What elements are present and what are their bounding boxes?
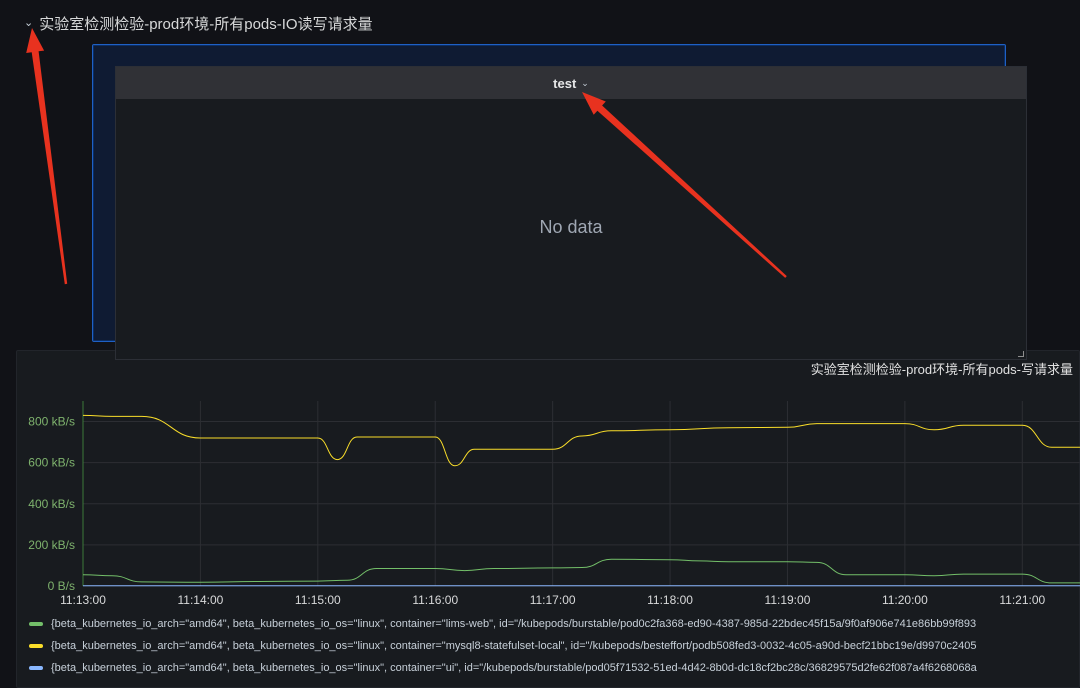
dashboard-row-header[interactable]: ⌄ 实验室检测检验-prod环境-所有pods-IO读写请求量: [24, 12, 373, 34]
x-tick-label: 11:18:00: [647, 593, 693, 607]
panel-title[interactable]: test: [553, 75, 577, 91]
chevron-down-icon[interactable]: ⌄: [24, 16, 34, 29]
series-line: [82, 558, 1080, 584]
x-tick-label: 11:21:00: [999, 593, 1045, 607]
y-tick-label: 800 kB/s: [28, 415, 75, 429]
no-data-message: No data: [539, 217, 603, 237]
resize-handle[interactable]: [1018, 351, 1024, 357]
legend-item[interactable]: {beta_kubernetes_io_arch="amd64", beta_k…: [29, 613, 1080, 635]
legend-color-swatch-icon: [29, 644, 43, 648]
x-tick-label: 11:16:00: [412, 593, 458, 607]
graph-panel: 实验室检测检验-prod环境-所有pods-写请求量 0 B/s 200 kB/s…: [16, 350, 1080, 688]
time-series-chart: 0 B/s 200 kB/s 400 kB/s 600 kB/s 800 kB/s 11:…: [28, 401, 1080, 607]
chevron-down-icon[interactable]: ⌄: [581, 77, 589, 88]
row-title[interactable]: 实验室检测检验-prod环境-所有pods-IO读写请求量: [39, 15, 373, 33]
x-tick-label: 11:20:00: [882, 593, 928, 607]
x-tick-label: 11:17:00: [530, 593, 576, 607]
legend-color-swatch-icon: [29, 622, 43, 626]
legend-item[interactable]: {beta_kubernetes_io_arch="amd64", beta_k…: [29, 635, 1080, 657]
legend-label: {beta_kubernetes_io_arch="amd64", beta_k…: [51, 618, 977, 630]
legend-label: {beta_kubernetes_io_arch="amd64", beta_k…: [51, 640, 977, 652]
y-tick-label: 600 kB/s: [28, 456, 75, 470]
legend-item[interactable]: {beta_kubernetes_io_arch="amd64", beta_k…: [29, 657, 1080, 679]
graph-panel-title[interactable]: 实验室检测检验-prod环境-所有pods-写请求量: [810, 362, 1073, 377]
annotation-arrow-row-title: [26, 28, 68, 285]
x-tick-label: 11:14:00: [177, 593, 223, 607]
y-tick-label: 200 kB/s: [28, 538, 75, 552]
x-tick-label: 11:15:00: [295, 593, 341, 607]
x-tick-label: 11:13:00: [60, 593, 106, 607]
y-tick-label: 0 B/s: [48, 579, 75, 593]
panel-header[interactable]: test ⌄: [116, 67, 1026, 99]
y-tick-label: 400 kB/s: [28, 497, 75, 511]
legend-color-swatch-icon: [29, 666, 43, 670]
x-tick-label: 11:19:00: [765, 593, 811, 607]
series-line: [82, 414, 1080, 467]
dragged-panel[interactable]: test ⌄ No data: [115, 66, 1027, 360]
chart-legend: {beta_kubernetes_io_arch="amd64", beta_k…: [29, 613, 1080, 679]
legend-label: {beta_kubernetes_io_arch="amd64", beta_k…: [51, 662, 977, 674]
